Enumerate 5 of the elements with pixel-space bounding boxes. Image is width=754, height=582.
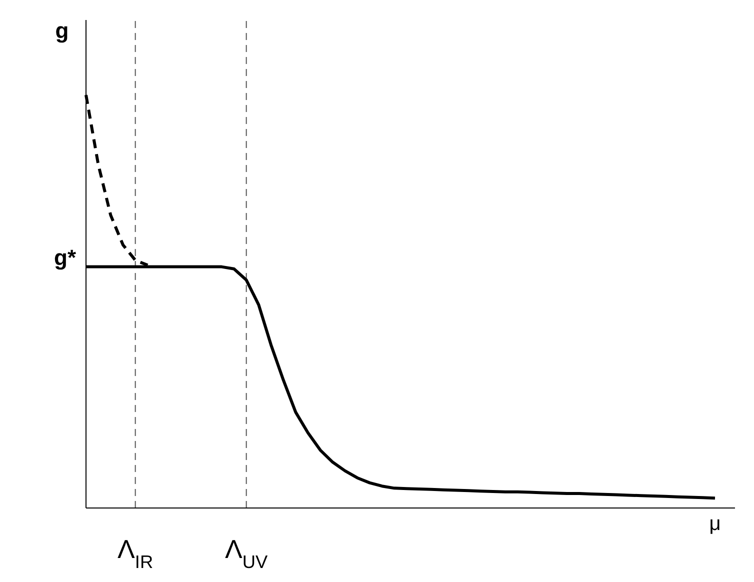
text: g* — [54, 244, 76, 270]
x-tick-label: Λ$_{UV}$ — [225, 534, 269, 572]
x-axis-title: μ — [709, 513, 721, 535]
x-tick-label: Λ$_{IR}$ — [118, 534, 154, 572]
y-axis-title: g — [55, 18, 69, 43]
